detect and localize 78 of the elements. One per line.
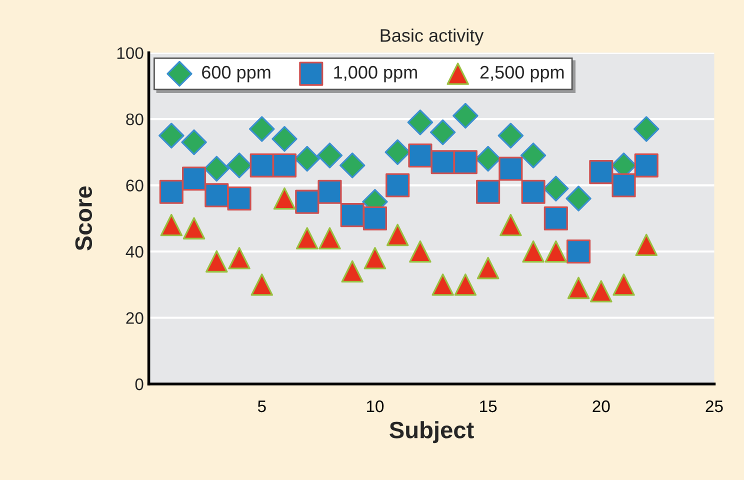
point — [500, 214, 522, 236]
point — [498, 122, 524, 148]
y-tick-label: 100 — [117, 47, 144, 60]
point — [272, 126, 298, 152]
point — [476, 256, 500, 280]
point — [612, 274, 635, 296]
point — [159, 180, 184, 204]
point — [543, 176, 569, 202]
point — [544, 240, 568, 263]
point — [250, 153, 274, 178]
y-tick-label: 20 — [126, 312, 144, 324]
point — [521, 180, 546, 204]
point — [384, 139, 410, 166]
point — [520, 142, 546, 168]
point — [295, 190, 320, 214]
point — [250, 274, 274, 296]
point — [273, 187, 296, 210]
point — [635, 234, 658, 256]
point — [430, 119, 456, 146]
point — [204, 183, 229, 208]
point — [204, 156, 230, 182]
point — [634, 153, 658, 178]
legend-label: 1,000 ppm — [334, 66, 417, 82]
point — [567, 276, 590, 300]
point — [227, 186, 252, 211]
chart-title: Basic activity — [380, 28, 484, 46]
x-tick-label: 5 — [258, 400, 266, 412]
point — [181, 129, 207, 156]
point — [476, 180, 500, 204]
point — [228, 247, 250, 270]
point — [408, 143, 432, 168]
point — [409, 240, 432, 263]
point — [566, 186, 592, 212]
point — [590, 280, 612, 302]
point — [296, 227, 318, 250]
y-tick-label: 40 — [126, 246, 144, 258]
point — [340, 203, 364, 228]
point — [453, 150, 478, 174]
point — [316, 142, 343, 168]
point — [634, 116, 660, 142]
legend-label: 2,500 ppm — [480, 66, 564, 82]
y-tick-label: 80 — [126, 113, 144, 126]
x-tick-label: 20 — [592, 400, 610, 412]
point — [452, 102, 478, 129]
point — [498, 156, 523, 181]
point — [249, 116, 275, 142]
point — [182, 217, 206, 240]
x-tick-label: 25 — [706, 400, 723, 412]
point — [158, 122, 184, 148]
point — [341, 260, 364, 283]
y-tick-label: 60 — [126, 180, 144, 192]
point — [386, 173, 410, 198]
y-axis-title: Score — [75, 186, 92, 251]
point — [454, 274, 477, 296]
x-axis-title: Subject — [390, 421, 474, 444]
legend-label: 600 ppm — [202, 66, 270, 82]
point — [475, 146, 501, 172]
point — [182, 166, 206, 191]
point — [612, 173, 636, 198]
point — [272, 153, 297, 178]
point — [544, 206, 568, 230]
point — [522, 240, 544, 263]
point — [407, 109, 434, 136]
point — [386, 224, 409, 246]
point — [339, 152, 366, 178]
point — [160, 214, 183, 236]
point — [589, 160, 614, 184]
y-tick-label: 0 — [135, 378, 144, 390]
point — [364, 247, 386, 270]
point — [430, 150, 455, 174]
point — [318, 227, 341, 250]
point — [566, 239, 591, 264]
x-tick-label: 10 — [366, 400, 384, 412]
x-tick-label: 15 — [480, 400, 497, 412]
point — [318, 180, 342, 204]
point — [362, 206, 388, 230]
point — [432, 274, 454, 296]
point — [206, 250, 228, 273]
